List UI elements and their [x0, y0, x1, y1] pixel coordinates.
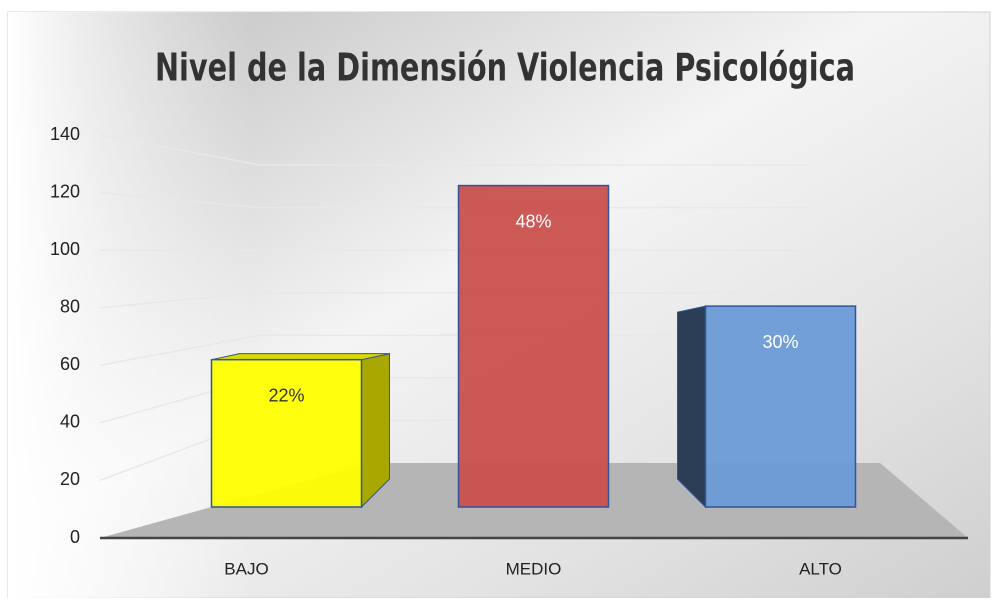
bar: [704, 305, 857, 508]
bar-side: [677, 305, 706, 509]
data-label: 48%: [515, 211, 551, 231]
y-tick-label: 40: [60, 412, 80, 432]
grid-line: [99, 334, 261, 367]
bar: [210, 358, 363, 508]
y-tick-label: 60: [60, 354, 80, 374]
x-tick-label: MEDIO: [506, 559, 562, 578]
chart-title: Nivel de la Dimensión Violencia Psicológ…: [155, 46, 855, 90]
x-tick-label: BAJO: [224, 559, 268, 578]
y-tick-label: 140: [50, 124, 80, 144]
bar-top: [211, 353, 390, 361]
y-tick-label: 0: [70, 527, 80, 547]
grid-line: [99, 291, 261, 309]
bar: [457, 184, 610, 508]
y-tick-label: 120: [50, 181, 80, 201]
data-label: 22%: [268, 385, 304, 405]
grid-line: [99, 134, 261, 166]
x-tick-label: ALTO: [799, 559, 842, 578]
y-tick-label: 100: [50, 239, 80, 259]
y-tick-label: 20: [60, 469, 80, 489]
data-label: 30%: [762, 332, 798, 352]
y-tick-label: 80: [60, 296, 80, 316]
grid-line: [99, 191, 261, 209]
